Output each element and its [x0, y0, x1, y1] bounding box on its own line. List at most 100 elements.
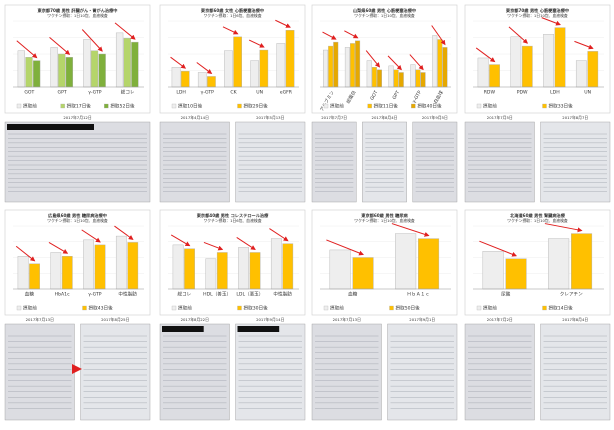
lab-report-photo: [540, 121, 611, 203]
bar: [477, 57, 489, 88]
bar: [376, 69, 382, 88]
legend-label: 摂取43日後: [89, 305, 114, 312]
chart-subtitle: ワクチン摂取：1日6包、血液検査: [204, 218, 262, 223]
trend-arrow: [203, 241, 224, 251]
legend-swatch: [237, 305, 242, 311]
legend-swatch: [542, 103, 547, 109]
bar: [61, 256, 73, 290]
bar: [395, 233, 417, 290]
trend-arrow: [49, 37, 71, 55]
x-tick-label: LDH: [550, 90, 560, 96]
bar: [344, 47, 350, 88]
trend-arrow: [170, 234, 191, 247]
bar: [83, 239, 94, 290]
chart-subtitle: ワクチン摂取：1日10包、血液検査: [354, 13, 415, 18]
photo-caption: 2017年8月25日: [101, 317, 130, 322]
bar: [50, 47, 58, 88]
bar: [329, 249, 351, 290]
bar: [355, 40, 361, 88]
bar: [65, 57, 74, 88]
x-tick-label: UN: [256, 90, 263, 96]
x-tick-label: クレアチン: [560, 292, 583, 298]
legend-swatch: [16, 305, 22, 311]
bar: [17, 256, 29, 290]
trend-arrow: [479, 240, 517, 257]
bar: [205, 258, 217, 290]
chart-subtitle: ワクチン摂取：1日10包、血液検査: [47, 13, 108, 18]
bar: [333, 41, 339, 88]
trend-arrow: [326, 239, 364, 256]
legend-swatch: [237, 103, 242, 109]
bar: [276, 43, 286, 88]
bar: [17, 50, 25, 88]
bar: [171, 66, 181, 88]
photo-caption: 2017年9月5日: [422, 115, 448, 120]
bar: [58, 53, 66, 88]
lab-report-photo: [311, 121, 357, 203]
trend-arrow: [16, 40, 38, 59]
photo-caption: 2017年9月14日: [256, 317, 285, 322]
chart-subtitle: ワクチン摂取：1日10包、血液検査: [47, 218, 108, 223]
bar: [131, 41, 139, 88]
lab-report-photo: [4, 323, 75, 421]
chart-title: 東京都60歳 男性 糖尿病: [361, 212, 408, 219]
bar: [548, 238, 570, 290]
legend-label: 摂取29日後: [244, 103, 269, 110]
bar: [250, 60, 259, 88]
legend-swatch: [323, 103, 329, 109]
legend-swatch: [389, 305, 394, 311]
legend-label: 摂取前: [483, 103, 497, 110]
bar: [543, 34, 554, 88]
lab-report-photo: [540, 323, 611, 421]
bar: [123, 37, 131, 88]
legend-label: 摂取40日後: [417, 103, 442, 110]
chart-subtitle: ワクチン摂取：1日6包、血液検査: [204, 13, 262, 18]
trend-arrow: [574, 40, 594, 50]
x-tick-label: γ-GTP: [201, 90, 215, 96]
legend-swatch: [104, 103, 109, 109]
lab-report-photo: [412, 121, 458, 203]
bar: [249, 252, 261, 290]
trend-arrow: [196, 62, 213, 75]
bar: [587, 51, 599, 88]
legend-swatch: [171, 305, 177, 311]
legend-label: 摂取10日後: [178, 103, 203, 110]
bar: [25, 57, 33, 88]
bar: [571, 233, 593, 290]
legend-swatch: [60, 103, 65, 109]
x-tick-label: GPT: [391, 90, 401, 101]
chart-panel: [464, 4, 611, 114]
trend-arrow: [275, 19, 291, 28]
legend-swatch: [367, 103, 372, 109]
photo-caption: 2017年7月12日: [63, 115, 92, 120]
bar: [98, 53, 106, 88]
bar: [216, 252, 228, 290]
bar: [83, 39, 91, 88]
bar: [510, 36, 522, 88]
legend-label: 摂取前: [330, 305, 344, 312]
photo-caption: 2017年7月13日: [333, 317, 362, 322]
bar: [388, 65, 394, 88]
chart-title: 東京都60歳 女性 心筋梗塞治療中: [201, 7, 264, 14]
x-tick-label: CK: [230, 90, 237, 96]
trend-arrow: [508, 26, 529, 44]
lab-report-photo: [387, 323, 458, 421]
bar: [259, 49, 269, 88]
legend-swatch: [323, 305, 329, 311]
bar: [197, 72, 207, 88]
bar: [432, 35, 438, 88]
x-tick-label: ＨｂＡ１ｃ: [407, 291, 430, 298]
trend-arrow: [114, 225, 134, 240]
bar: [328, 45, 334, 88]
lab-report-photo: [311, 323, 382, 421]
photo-caption: 2017年8月22日: [181, 317, 210, 322]
bar: [437, 39, 443, 88]
bar: [352, 257, 374, 290]
bar: [554, 27, 566, 88]
bar: [393, 69, 399, 88]
lab-report-photo: [159, 323, 230, 421]
bar: [415, 69, 421, 88]
trend-arrow: [541, 17, 561, 26]
x-tick-label: GPT: [58, 90, 67, 96]
bar: [207, 76, 216, 88]
